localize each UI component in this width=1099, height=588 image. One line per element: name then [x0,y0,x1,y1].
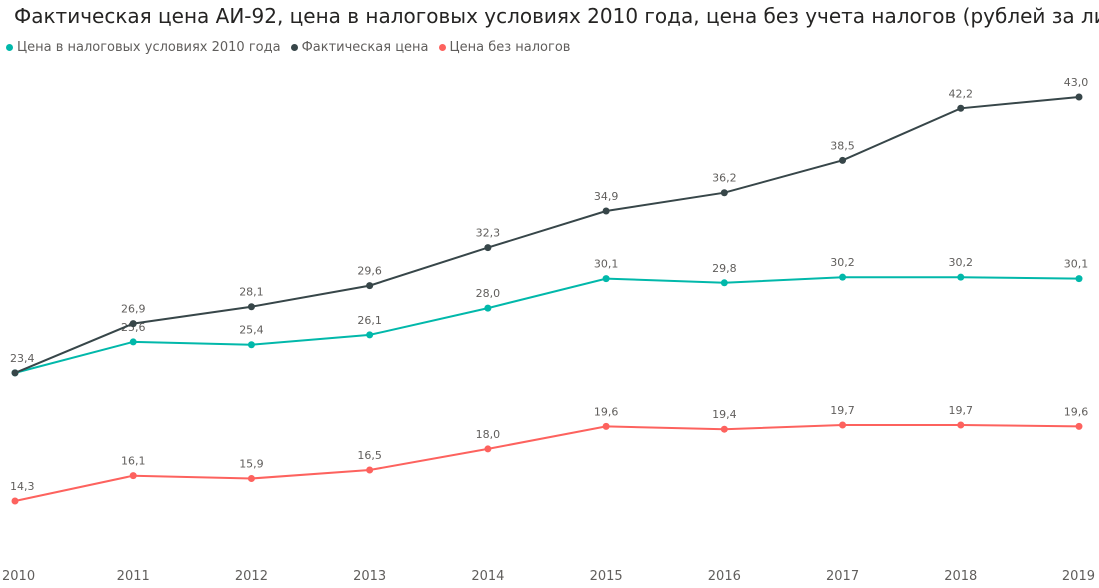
data-point [839,156,847,164]
data-point [720,189,728,197]
data-point [366,282,374,290]
data-label: 30,1 [594,258,619,271]
data-point [602,275,610,283]
legend-item-no-tax[interactable]: Цена без налогов [438,40,571,55]
data-label: 19,7 [830,404,855,417]
data-label: 36,2 [712,172,737,185]
data-label: 34,9 [594,190,619,203]
data-label: 30,2 [830,256,855,269]
legend-item-actual[interactable]: Фактическая цена [290,40,429,55]
data-point [957,421,965,429]
x-tick-label: 2016 [708,569,741,584]
data-point [247,341,255,349]
data-label: 19,4 [712,408,737,421]
data-point [839,273,847,281]
legend-item-tax-2010[interactable]: Цена в налоговых условиях 2010 года [6,40,281,55]
data-label: 28,1 [239,286,264,299]
data-label: 30,1 [1064,258,1089,271]
series-line-1 [14,96,1080,374]
legend-label: Цена без налогов [449,40,571,55]
data-point [11,497,19,505]
data-point [484,304,492,312]
x-tick-label: 2011 [117,569,150,584]
data-point [1075,93,1083,101]
data-point [11,369,19,377]
legend-label: Цена в налоговых условиях 2010 года [17,40,281,55]
data-point [839,421,847,429]
data-label: 26,9 [121,303,146,316]
data-point [1075,275,1083,283]
legend-marker [6,44,13,51]
x-tick-label: 2013 [353,569,386,584]
data-point [484,445,492,453]
data-point [129,338,137,346]
data-label: 25,6 [121,321,146,334]
data-label: 38,5 [830,139,855,152]
data-point [247,474,255,482]
data-point [484,244,492,252]
legend-label: Фактическая цена [301,40,429,55]
data-label: 42,2 [949,87,974,100]
data-label: 19,7 [949,404,974,417]
data-label: 15,9 [239,457,264,470]
data-point [957,104,965,112]
data-label: 16,5 [357,449,382,462]
x-tick-label: 2014 [471,569,504,584]
data-label: 23,4 [10,352,35,365]
legend: Цена в налоговых условиях 2010 года Факт… [6,40,570,55]
data-point [957,273,965,281]
data-label: 29,6 [357,265,382,278]
data-point [1075,422,1083,430]
x-tick-label: 2012 [235,569,268,584]
data-label: 19,6 [1064,405,1089,418]
data-label: 19,6 [594,405,619,418]
legend-marker [438,44,446,51]
data-label: 26,1 [357,314,382,327]
data-label: 32,3 [476,227,501,240]
x-tick-label: 2019 [1062,569,1095,584]
data-point [602,207,610,215]
chart-title: Фактическая цена АИ-92, цена в налоговых… [14,4,1099,28]
x-tick-label: 2018 [944,569,977,584]
series-line-0 [14,276,1080,374]
data-label: 25,4 [239,324,264,337]
data-label: 29,8 [712,262,737,275]
data-label: 14,3 [10,480,35,493]
x-tick-label: 2015 [590,569,623,584]
data-label: 18,0 [476,428,501,441]
data-point [366,466,374,474]
data-point [602,422,610,430]
data-label: 16,1 [121,455,146,468]
data-label: 30,2 [949,256,974,269]
data-label: 28,0 [476,287,501,300]
data-point [720,279,728,287]
x-tick-label: 2017 [826,569,859,584]
x-tick-label: 2010 [2,569,35,584]
data-point [720,425,728,433]
series-line-2 [14,424,1080,502]
data-point [129,320,137,328]
legend-marker [290,44,298,51]
data-point [366,331,374,339]
data-point [247,303,255,311]
data-point [129,472,137,480]
data-label: 43,0 [1064,76,1089,89]
